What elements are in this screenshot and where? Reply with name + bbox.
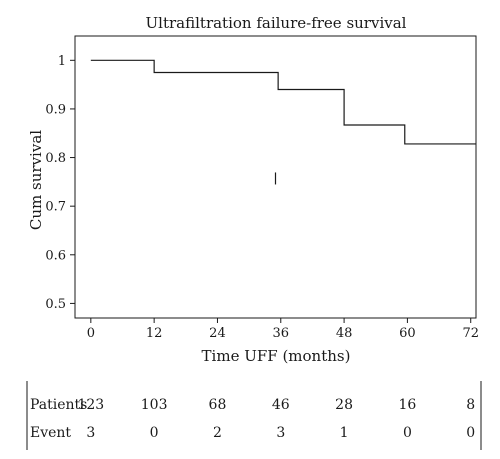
table-cell: 123 [77, 397, 104, 413]
x-tick-label: 48 [336, 326, 353, 341]
y-tick-label: 1 [58, 54, 66, 69]
table-cell: 3 [86, 425, 95, 441]
x-tick-label: 12 [146, 326, 163, 341]
y-tick-label: 0.8 [45, 151, 66, 166]
table-row-label: Patients [30, 397, 87, 413]
table-row-label: Event [30, 425, 71, 441]
chart-title: Ultrafiltration failure-free survival [146, 14, 407, 32]
table-cell: 0 [403, 425, 412, 441]
table-cell: 3 [276, 425, 285, 441]
y-tick-label: 0.6 [45, 248, 66, 263]
table-cell: 28 [335, 397, 353, 413]
x-tick-label: 24 [209, 326, 226, 341]
x-tick-label: 0 [87, 326, 95, 341]
table-cell: 103 [141, 397, 168, 413]
table-cell: 8 [466, 397, 475, 413]
x-tick-label: 72 [462, 326, 479, 341]
series-layer [90, 59, 476, 185]
y-tick-label: 0.7 [45, 200, 66, 215]
plot-area [74, 35, 477, 319]
table-cell: 16 [398, 397, 416, 413]
table-cell: 2 [213, 425, 222, 441]
table-cell: 0 [466, 425, 475, 441]
y-tick-label: 0.5 [45, 297, 66, 312]
survival-step-line [90, 59, 476, 145]
table-cell: 1 [340, 425, 349, 441]
y-axis-label: Cum survival [27, 130, 45, 230]
table-cell: 46 [272, 397, 290, 413]
x-axis-label: Time UFF (months) [202, 347, 351, 365]
axis-ticks: 0 12 24 36 48 60 72 0.5 0.6 0.7 0.8 0.9 1 [45, 54, 479, 341]
x-tick-label: 36 [273, 326, 290, 341]
table-cell: 0 [150, 425, 159, 441]
table-cell: 68 [209, 397, 227, 413]
x-tick-label: 60 [399, 326, 416, 341]
y-tick-label: 0.9 [45, 102, 66, 117]
